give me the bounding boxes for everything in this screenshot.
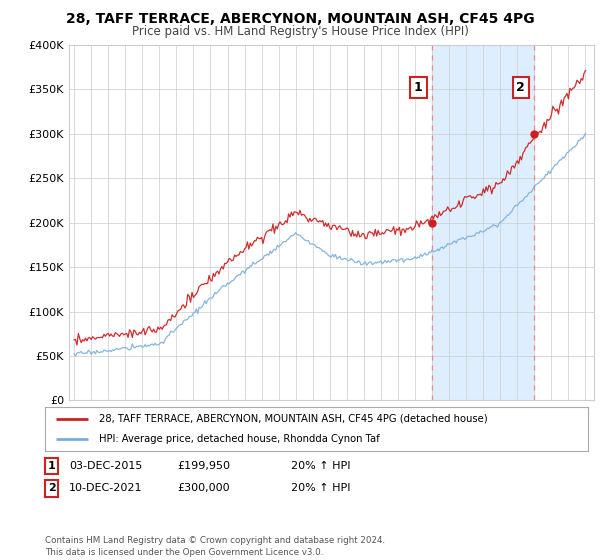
Text: 28, TAFF TERRACE, ABERCYNON, MOUNTAIN ASH, CF45 4PG: 28, TAFF TERRACE, ABERCYNON, MOUNTAIN AS… [65, 12, 535, 26]
Text: 28, TAFF TERRACE, ABERCYNON, MOUNTAIN ASH, CF45 4PG (detached house): 28, TAFF TERRACE, ABERCYNON, MOUNTAIN AS… [100, 414, 488, 424]
Text: Contains HM Land Registry data © Crown copyright and database right 2024.
This d: Contains HM Land Registry data © Crown c… [45, 536, 385, 557]
Text: 2: 2 [517, 81, 525, 94]
Text: 2: 2 [48, 483, 55, 493]
Text: £300,000: £300,000 [177, 483, 230, 493]
Text: 1: 1 [414, 81, 423, 94]
Text: HPI: Average price, detached house, Rhondda Cynon Taf: HPI: Average price, detached house, Rhon… [100, 434, 380, 444]
Text: 20% ↑ HPI: 20% ↑ HPI [291, 483, 350, 493]
Text: Price paid vs. HM Land Registry's House Price Index (HPI): Price paid vs. HM Land Registry's House … [131, 25, 469, 38]
Text: £199,950: £199,950 [177, 461, 230, 471]
Text: 03-DEC-2015: 03-DEC-2015 [69, 461, 142, 471]
Bar [432, 45, 535, 400]
Text: 10-DEC-2021: 10-DEC-2021 [69, 483, 143, 493]
Text: 20% ↑ HPI: 20% ↑ HPI [291, 461, 350, 471]
Text: 1: 1 [48, 461, 55, 471]
